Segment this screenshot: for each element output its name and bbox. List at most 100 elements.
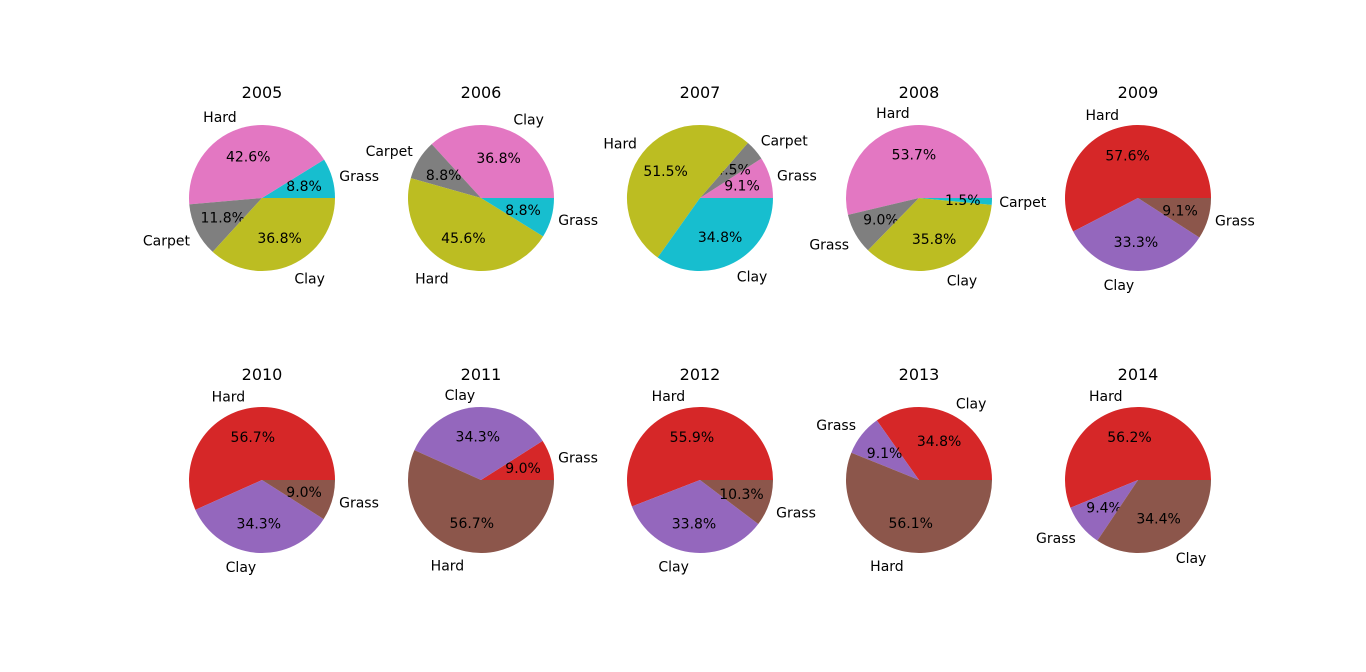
pie-2013: 2013 34.8% Clay 9.1% Grass 56.1% Hard [816,365,993,575]
pie-slice-label: Hard [870,559,904,575]
pie-slice-clay [868,198,992,272]
pie-slice-carpet [410,144,481,198]
pie-slice-label: Grass [777,168,817,184]
pie-percent-label: 34.3% [456,429,500,445]
pie-2011: 2011 9.0% Grass 34.3% Clay 56.7% Hard [408,365,598,575]
pie-percent-label: 9.0% [863,213,899,229]
pie-slice-label: Grass [1215,214,1255,230]
pie-title: 2014 [1118,365,1159,384]
pie-slice-hard [1065,124,1211,232]
pie-2009: 2009 57.6% Hard 33.3% Clay 9.1% Grass [1065,83,1255,294]
pie-percent-label: 9.0% [505,461,541,477]
pie-slice-grass [262,480,335,520]
pie-slice-clay [657,198,773,271]
pie-percent-label: 56.7% [450,516,494,532]
pie-slice-label: Carpet [143,234,191,250]
pie-percent-label: 9.0% [286,485,322,501]
pie-slice-label: Clay [956,397,987,413]
pie-slice-carpet [189,198,262,252]
pie-slice-label: Grass [809,238,849,254]
pie-title: 2008 [899,83,940,102]
pie-slice-label: Clay [1176,551,1207,567]
pie-percent-label: 34.4% [1136,512,1180,528]
pie-slice-clay [876,407,992,480]
pie-slice-label: Hard [876,106,910,122]
pie-slice-grass [847,198,919,251]
pie-slice-hard [408,450,554,553]
pie-title: 2013 [899,365,940,384]
pie-slice-label: Clay [445,388,476,404]
pie-percent-label: 36.8% [476,151,520,167]
pie-percent-label: 34.3% [237,517,281,533]
pie-slice-clay [631,480,759,553]
pie-slice-clay [195,480,324,554]
pie-slice-grass [700,158,773,198]
pie-title: 2009 [1118,83,1159,102]
pie-percent-label: 56.1% [888,516,932,532]
pie-percent-label: 36.8% [257,231,301,247]
pie-percent-label: 35.8% [912,232,956,248]
pie-percent-label: 9.1% [1162,203,1198,219]
pie-2014: 2014 56.2% Hard 9.4% Grass 34.4% Clay [1036,365,1211,567]
pie-percent-label: 8.8% [505,203,541,219]
pie-slice-label: Hard [1085,108,1119,124]
pie-slice-label: Grass [339,495,379,511]
pie-slice-grass [262,159,335,198]
pie-slice-label: Carpet [366,144,414,160]
pie-slice-hard [1065,406,1211,508]
pie-percent-label: 56.7% [231,430,275,446]
pie-percent-label: 55.9% [670,430,714,446]
pie-slice-label: Clay [226,560,257,576]
pie-title: 2011 [461,365,502,384]
pie-percent-label: 34.8% [698,230,742,246]
pie-slice-clay [212,198,335,272]
pie-slice-label: Hard [203,110,237,126]
pie-slice-label: Hard [603,136,637,152]
pie-slice-label: Hard [652,389,686,405]
pie-slice-grass [1138,198,1211,238]
pie-2012: 2012 55.9% Hard 33.8% Clay 10.3% Grass [627,365,816,576]
pie-slice-label: Hard [1089,389,1123,405]
pie-title: 2005 [242,83,283,102]
pie-slice-grass [1070,480,1138,541]
pie-slice-carpet [700,142,762,198]
pie-2008: 2008 53.7% Hard 9.0% Grass 35.8% Clay 1.5% Carpe… [809,83,1046,289]
pie-slice-label: Clay [658,560,689,576]
pie-slice-grass [851,420,919,480]
pie-slice-hard [846,452,993,554]
pie-percent-label: 9.1% [867,446,903,462]
pie-slice-label: Carpet [999,195,1047,211]
pie-percent-label: 11.8% [200,210,244,226]
pie-slice-label: Clay [947,273,978,289]
pie-percent-label: 1.5% [945,193,981,209]
pie-title: 2010 [242,365,283,384]
pie-2010: 2010 56.7% Hard 34.3% Clay 9.0% Grass [189,365,379,576]
pie-slice-label: Hard [431,559,465,575]
pie-slice-hard [188,124,325,205]
pie-slice-label: Carpet [761,133,809,149]
pie-slice-clay [1073,198,1200,271]
pie-percent-label: 33.3% [1114,235,1158,251]
pie-percent-label: 51.5% [643,164,687,180]
pie-slice-label: Grass [339,169,379,185]
pie-slice-label: Grass [776,506,816,522]
pie-2007: 20079.1%Grass4.5%Carpet51.5%Hard34.8%Cla… [603,83,816,285]
pie-percent-label: 33.8% [672,516,716,532]
pie-slice-grass [481,198,554,237]
pie-slice-label: Clay [1104,278,1135,294]
pie-slice-hard [626,124,748,258]
pie-slice-label: Grass [558,213,598,229]
pie-2005: 2005 8.8% Grass 42.6% Hard 11.8% Carpet 36.8% Cl… [143,83,379,288]
pie-percent-label: 10.3% [719,487,763,503]
pie-percent-label: 8.8% [286,179,322,195]
pie-slice-hard [845,125,992,215]
pie-slice-label: Hard [415,272,449,288]
pie-title: 2006 [461,83,502,102]
pie-percent-label: 9.4% [1086,501,1122,517]
pie-slice-hard [407,178,544,272]
pie-slice-label: Clay [294,272,325,288]
pie-title: 2007 [680,83,721,102]
pie-percent-label: 53.7% [892,148,936,164]
pie-slice-label: Grass [1036,531,1076,547]
pie-slice-hard [627,407,773,507]
